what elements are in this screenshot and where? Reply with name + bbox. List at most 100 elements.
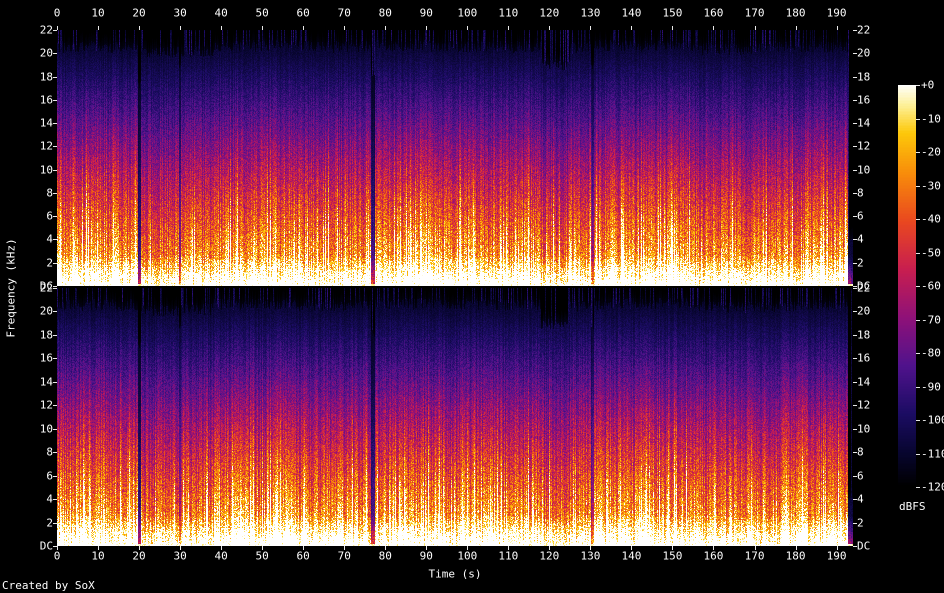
tick-label: 140 [621, 549, 642, 563]
tick-mark [549, 546, 551, 550]
colorbar-label: dBFS [899, 500, 926, 513]
tick-label: 80 [378, 6, 392, 20]
tick-label: -70 [921, 313, 941, 326]
tick-label: -100 [921, 413, 944, 427]
tick-label: 14 [857, 375, 871, 389]
tick-mark [262, 546, 264, 550]
tick-label: DC [857, 279, 871, 293]
tick-label: 16 [857, 93, 871, 107]
tick-label: 20 [39, 46, 53, 60]
tick-label: 90 [419, 6, 433, 20]
tick-label: -120 [921, 480, 944, 494]
tick-label: 10 [91, 549, 105, 563]
tick-mark [853, 169, 857, 171]
tick-mark [836, 546, 838, 550]
tick-label: 16 [39, 93, 53, 107]
tick-label: 2 [46, 256, 53, 270]
tick-label: 22 [857, 281, 871, 295]
tick-label: 8 [46, 186, 53, 200]
tick-label: +0 [921, 78, 935, 92]
tick-label: 50 [255, 549, 269, 563]
tick-mark [853, 334, 857, 336]
tick-label: DC [39, 279, 53, 293]
tick-label: 8 [857, 445, 864, 459]
tick-label: 22 [39, 23, 53, 37]
tick-mark [853, 146, 857, 148]
tick-label: 50 [255, 6, 269, 20]
tick-label: 12 [857, 398, 871, 412]
tick-mark [916, 152, 920, 153]
tick-label: 6 [857, 469, 864, 483]
tick-mark [916, 185, 920, 187]
tick-label: 120 [539, 549, 560, 563]
tick-mark [853, 499, 857, 501]
tick-label: 10 [857, 422, 871, 436]
tick-label: 2 [46, 516, 53, 530]
tick-label: 110 [498, 549, 519, 563]
tick-label: 180 [785, 549, 806, 563]
tick-label: 10 [91, 6, 105, 20]
tick-mark [853, 216, 857, 218]
tick-mark [853, 452, 857, 454]
tick-mark [853, 192, 857, 194]
tick-mark [853, 405, 857, 407]
tick-mark [916, 453, 920, 455]
tick-label: 4 [857, 492, 864, 506]
tick-label: 6 [46, 209, 53, 223]
tick-label: 60 [296, 6, 310, 20]
tick-mark [467, 546, 469, 550]
tick-label: 60 [296, 549, 310, 563]
time-axis-title: Time (s) [428, 567, 482, 581]
tick-label: 4 [46, 232, 53, 246]
spectrogram-left-channel [57, 30, 853, 286]
tick-label: 14 [39, 375, 53, 389]
tick-mark [344, 546, 346, 550]
tick-label: 18 [857, 328, 871, 342]
tick-label: 14 [857, 116, 871, 130]
tick-label: 6 [857, 209, 864, 223]
tick-label: -80 [921, 346, 941, 360]
tick-mark [385, 546, 387, 550]
tick-label: 10 [39, 422, 53, 436]
tick-mark [508, 546, 510, 550]
tick-label: 120 [539, 6, 560, 20]
tick-mark [916, 386, 920, 388]
tick-label: 8 [46, 445, 53, 459]
tick-mark [631, 546, 633, 550]
tick-label: 20 [39, 304, 53, 318]
colorbar-gradient [898, 85, 916, 487]
tick-label: 140 [621, 6, 642, 20]
tick-mark [139, 546, 141, 550]
tick-mark [98, 546, 100, 550]
tick-label: 14 [39, 116, 53, 130]
tick-label: 70 [337, 549, 351, 563]
tick-mark [180, 546, 182, 550]
tick-label: -40 [921, 212, 941, 226]
tick-label: 40 [214, 6, 228, 20]
tick-label: 160 [703, 6, 724, 20]
tick-mark [853, 546, 857, 547]
tick-label: -60 [921, 279, 941, 293]
tick-label: 18 [857, 70, 871, 84]
tick-label: -30 [921, 179, 941, 192]
tick-label: 30 [173, 549, 187, 563]
tick-mark [853, 239, 857, 241]
tick-label: 110 [498, 6, 519, 20]
tick-label: 22 [857, 23, 871, 37]
tick-label: DC [857, 539, 871, 553]
tick-label: 18 [39, 70, 53, 84]
tick-label: 130 [580, 6, 601, 20]
tick-label: 12 [39, 139, 53, 153]
tick-mark [853, 311, 857, 313]
tick-mark [853, 522, 857, 524]
tick-label: 20 [132, 549, 146, 563]
tick-label: 10 [857, 163, 871, 177]
tick-mark [853, 288, 857, 289]
tick-mark [916, 353, 920, 354]
tick-label: -90 [921, 380, 941, 393]
tick-label: 10 [39, 163, 53, 177]
tick-mark [853, 475, 857, 477]
tick-mark [853, 123, 857, 125]
tick-label: 18 [39, 328, 53, 342]
tick-label: 20 [132, 6, 146, 20]
